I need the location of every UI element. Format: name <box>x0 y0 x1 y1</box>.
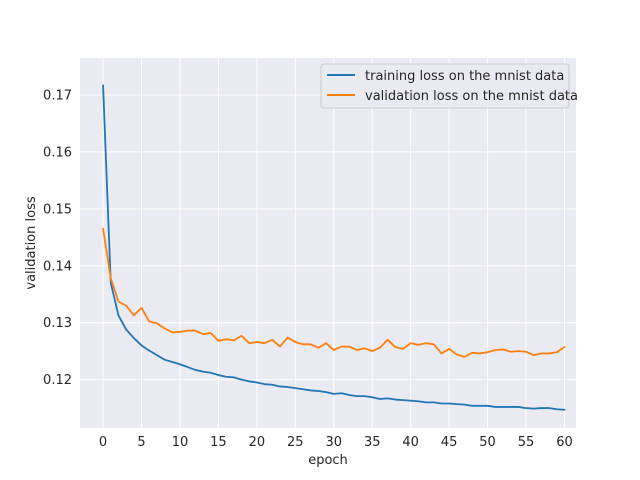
x-tick-label: 5 <box>137 435 145 450</box>
x-axis: 0 5 10 15 20 25 30 35 40 45 50 55 60 <box>99 435 573 450</box>
x-tick-label: 45 <box>441 435 458 450</box>
x-tick-label: 20 <box>249 435 266 450</box>
x-tick-label: 55 <box>518 435 535 450</box>
y-tick-label: 0.15 <box>43 202 72 217</box>
x-tick-label: 35 <box>364 435 381 450</box>
training-loss-line <box>102 84 566 411</box>
x-axis-label: epoch <box>308 453 348 468</box>
validation-loss-line <box>102 227 566 358</box>
x-tick-label: 60 <box>556 435 573 450</box>
x-tick-label: 30 <box>325 435 342 450</box>
x-tick-label: 50 <box>479 435 496 450</box>
y-tick-label: 0.16 <box>43 145 72 160</box>
x-tick-label: 10 <box>172 435 189 450</box>
y-tick-label: 0.12 <box>43 373 72 388</box>
series-lines <box>102 84 566 411</box>
y-tick-label: 0.17 <box>43 89 72 104</box>
y-tick-label: 0.13 <box>43 316 72 331</box>
x-tick-label: 40 <box>402 435 419 450</box>
y-axis: 0.12 0.13 0.14 0.15 0.16 0.17 <box>43 89 72 389</box>
x-tick-label: 15 <box>210 435 227 450</box>
legend-box <box>320 63 570 109</box>
x-tick-label: 0 <box>99 435 107 450</box>
grid <box>80 58 576 428</box>
y-tick-label: 0.14 <box>43 259 72 274</box>
plot-area <box>80 58 576 428</box>
legend: training loss on the mnist data validati… <box>320 63 578 109</box>
legend-label-training: training loss on the mnist data <box>365 69 564 84</box>
legend-label-validation: validation loss on the mnist data <box>365 89 578 104</box>
y-axis-label: validation loss <box>24 196 39 289</box>
x-tick-label: 25 <box>287 435 304 450</box>
